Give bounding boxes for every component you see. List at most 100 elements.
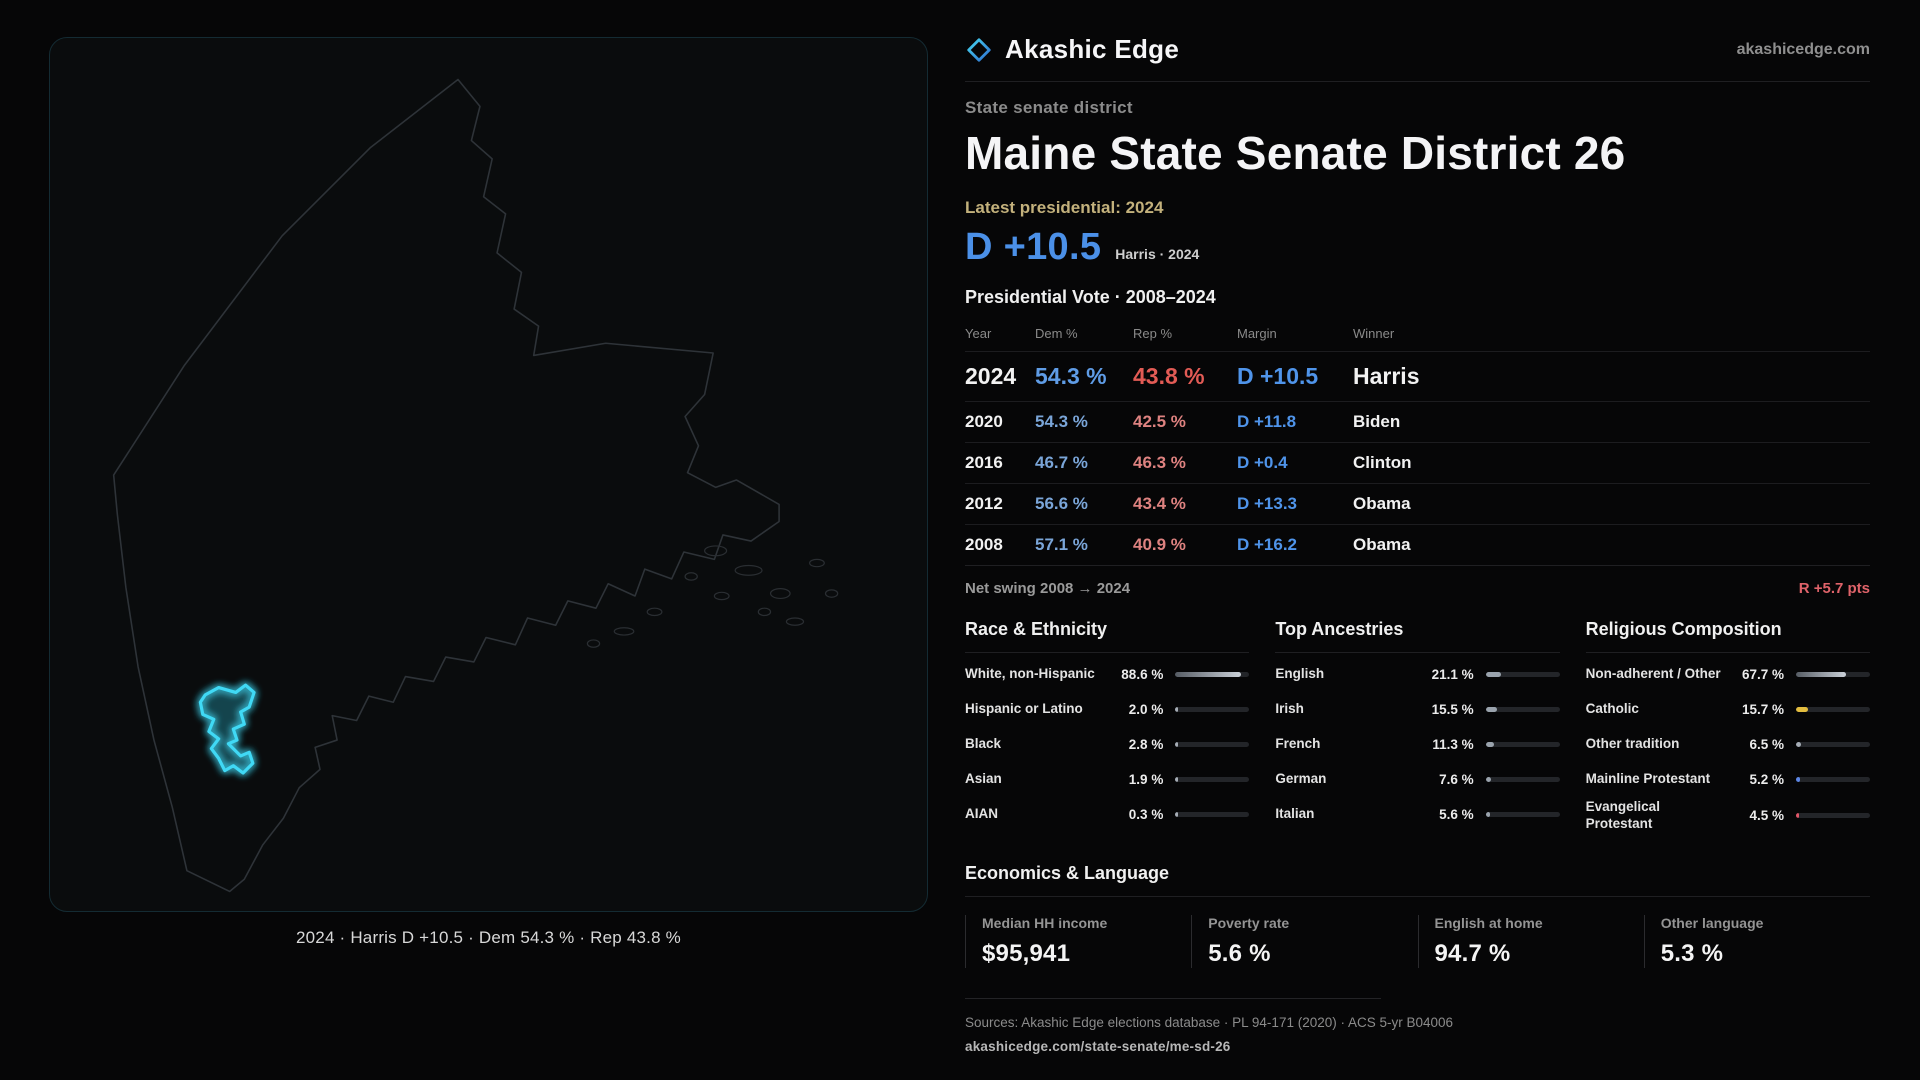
demo-value: 6.5 % xyxy=(1749,737,1784,752)
religious-composition-column: Religious Composition Non-adherent / Oth… xyxy=(1585,619,1870,835)
permalink[interactable]: akashicedge.com/state-senate/me-sd-26 xyxy=(965,1038,1231,1054)
maine-map xyxy=(112,78,839,893)
table-row: 2020 54.3 % 42.5 % D +11.8 Biden xyxy=(965,401,1870,442)
list-item: Other tradition 6.5 % xyxy=(1586,727,1870,762)
cell-year: 2016 xyxy=(965,453,1003,472)
demo-label: Asian xyxy=(965,771,1002,787)
col-rep: Rep % xyxy=(1133,326,1173,341)
cell-dem: 54.3 % xyxy=(1035,412,1088,431)
cell-rep: 46.3 % xyxy=(1133,453,1186,472)
demo-label: Italian xyxy=(1275,806,1315,822)
table-row: 2016 46.7 % 46.3 % D +0.4 Clinton xyxy=(965,442,1870,483)
cell-winner: Biden xyxy=(1353,412,1401,431)
demo-bar xyxy=(1796,742,1870,747)
cell-year: 2008 xyxy=(965,535,1003,554)
header-divider xyxy=(965,81,1870,82)
demo-value: 67.7 % xyxy=(1741,667,1784,682)
stat-value: 94.7 % xyxy=(1434,939,1511,967)
brand: Akashic Edge xyxy=(965,34,1179,65)
demo-value: 88.6 % xyxy=(1121,667,1164,682)
demo-bar xyxy=(1485,777,1560,782)
table-row: 2008 57.1 % 40.9 % D +16.2 Obama xyxy=(965,524,1870,565)
demo-value: 7.6 % xyxy=(1439,772,1474,787)
cell-rep: 43.4 % xyxy=(1133,494,1186,513)
list-item: Catholic 15.7 % xyxy=(1586,692,1870,727)
cell-winner: Obama xyxy=(1353,535,1411,554)
footer-divider xyxy=(965,997,1382,999)
cell-dem: 56.6 % xyxy=(1035,494,1088,513)
list-item: White, non-Hispanic 88.6 % xyxy=(965,657,1250,692)
cell-winner: Obama xyxy=(1353,494,1411,513)
list-item: German 7.6 % xyxy=(1275,762,1560,797)
stat-other-language: Other language 5.3 % xyxy=(1643,914,1870,968)
cell-margin: D +11.8 xyxy=(1237,412,1297,431)
headline-margin-value: D +10.5 xyxy=(965,226,1102,268)
demo-label: AIAN xyxy=(965,806,998,822)
cell-year: 2020 xyxy=(965,412,1003,431)
headline-margin-detail: Harris · 2024 xyxy=(1115,246,1200,262)
site-link[interactable]: akashicedge.com xyxy=(1736,40,1870,58)
list-item: AIAN 0.3 % xyxy=(965,797,1250,832)
economics-section: Economics & Language Median HH income $9… xyxy=(965,863,1870,968)
stat-value: 5.3 % xyxy=(1660,939,1724,967)
cell-winner: Harris xyxy=(1353,363,1420,389)
cell-margin: D +0.4 xyxy=(1237,453,1288,472)
content-panel: Akashic Edge akashicedge.com State senat… xyxy=(965,0,1870,1054)
map-caption: 2024 · Harris D +10.5 · Dem 54.3 % · Rep… xyxy=(296,928,681,947)
demo-label: Mainline Protestant xyxy=(1585,771,1711,787)
top-ancestries-column: Top Ancestries English 21.1 % Irish 15.5… xyxy=(1275,619,1560,835)
demo-bar xyxy=(1796,672,1870,677)
demo-label: English xyxy=(1275,666,1325,682)
demo-bar xyxy=(1485,742,1560,747)
stat-value: $95,941 xyxy=(982,939,1071,967)
stat-english-at-home: English at home 94.7 % xyxy=(1417,914,1644,968)
section-title: Race & Ethnicity xyxy=(965,619,1250,653)
brand-name: Akashic Edge xyxy=(1005,34,1180,64)
economics-title: Economics & Language xyxy=(965,863,1870,897)
cell-rep: 42.5 % xyxy=(1133,412,1186,431)
section-title: Religious Composition xyxy=(1585,619,1870,653)
demo-value: 21.1 % xyxy=(1431,667,1474,682)
maine-state-outline-icon xyxy=(112,78,780,893)
demo-bar xyxy=(1175,672,1250,677)
race-ethnicity-column: Race & Ethnicity White, non-Hispanic 88.… xyxy=(965,619,1250,835)
cell-year: 2024 xyxy=(965,363,1017,389)
demo-label: Hispanic or Latino xyxy=(965,701,1083,717)
stat-label: Other language xyxy=(1660,914,1764,931)
cell-dem: 46.7 % xyxy=(1035,453,1088,472)
district-type-label: State senate district xyxy=(965,98,1133,117)
demo-value: 4.5 % xyxy=(1749,808,1784,824)
list-item: Evangelical Protestant 4.5 % xyxy=(1586,797,1870,835)
map-section: 2024 · Harris D +10.5 · Dem 54.3 % · Rep… xyxy=(49,37,928,948)
demo-bar xyxy=(1485,812,1560,817)
cell-year: 2012 xyxy=(965,494,1003,513)
demo-value: 2.8 % xyxy=(1128,737,1164,752)
demo-bar xyxy=(1796,777,1870,782)
section-title: Top Ancestries xyxy=(1275,619,1560,653)
brand-logo-diamond-icon xyxy=(967,37,991,62)
sources-text: Sources: Akashic Edge elections database… xyxy=(965,1014,1454,1030)
demo-label: German xyxy=(1275,771,1327,787)
demo-label: White, non-Hispanic xyxy=(965,666,1095,682)
page-footer: Sources: Akashic Edge elections database… xyxy=(965,997,1870,1054)
demo-label: Evangelical Protestant xyxy=(1585,799,1660,831)
list-item: Non-adherent / Other 67.7 % xyxy=(1586,657,1870,692)
stat-value: 5.6 % xyxy=(1208,939,1271,967)
demo-value: 15.7 % xyxy=(1741,702,1784,717)
stat-label: Median HH income xyxy=(982,914,1108,931)
col-margin: Margin xyxy=(1237,326,1277,341)
highlighted-district-shape[interactable] xyxy=(198,683,256,775)
net-swing-value: R +5.7 pts xyxy=(1798,580,1870,597)
list-item: French 11.3 % xyxy=(1275,727,1560,762)
demo-bar xyxy=(1175,812,1250,817)
col-year: Year xyxy=(965,326,992,341)
demo-value: 5.6 % xyxy=(1439,807,1474,822)
cell-margin: D +10.5 xyxy=(1237,363,1319,389)
cell-dem: 54.3 % xyxy=(1035,363,1107,389)
cell-margin: D +13.3 xyxy=(1237,494,1298,513)
page-title: Maine State Senate District 26 xyxy=(965,127,1626,179)
demo-bar xyxy=(1175,777,1250,782)
cell-rep: 43.8 % xyxy=(1133,363,1205,389)
net-swing-row: Net swing 2008 → 2024 R +5.7 pts xyxy=(965,565,1870,597)
cell-winner: Clinton xyxy=(1353,453,1412,472)
